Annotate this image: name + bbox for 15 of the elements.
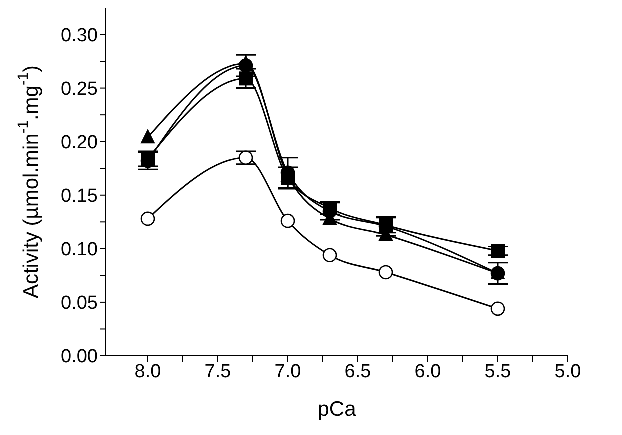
y-tick-label: 0.00 <box>61 346 98 368</box>
x-tick-label: 7.5 <box>204 361 232 382</box>
x-tick-label: 5.5 <box>484 361 512 382</box>
x-tick-label: 8.0 <box>134 361 162 382</box>
y-tick-label: 0.30 <box>61 26 98 47</box>
x-tick-label: 6.5 <box>344 361 372 382</box>
y-tick-label: 0.20 <box>61 132 98 154</box>
y-tick-label: 0.25 <box>61 79 98 100</box>
x-axis-title: pCa <box>318 398 357 421</box>
x-tick-label: 7.0 <box>274 361 302 382</box>
x-tick-label: 6.0 <box>414 361 442 382</box>
y-tick-label: 0.05 <box>61 293 98 314</box>
y-tick-label: 0.10 <box>61 240 98 261</box>
x-tick-label: 5.0 <box>554 361 582 382</box>
y-tick-label: 0.15 <box>61 186 98 208</box>
